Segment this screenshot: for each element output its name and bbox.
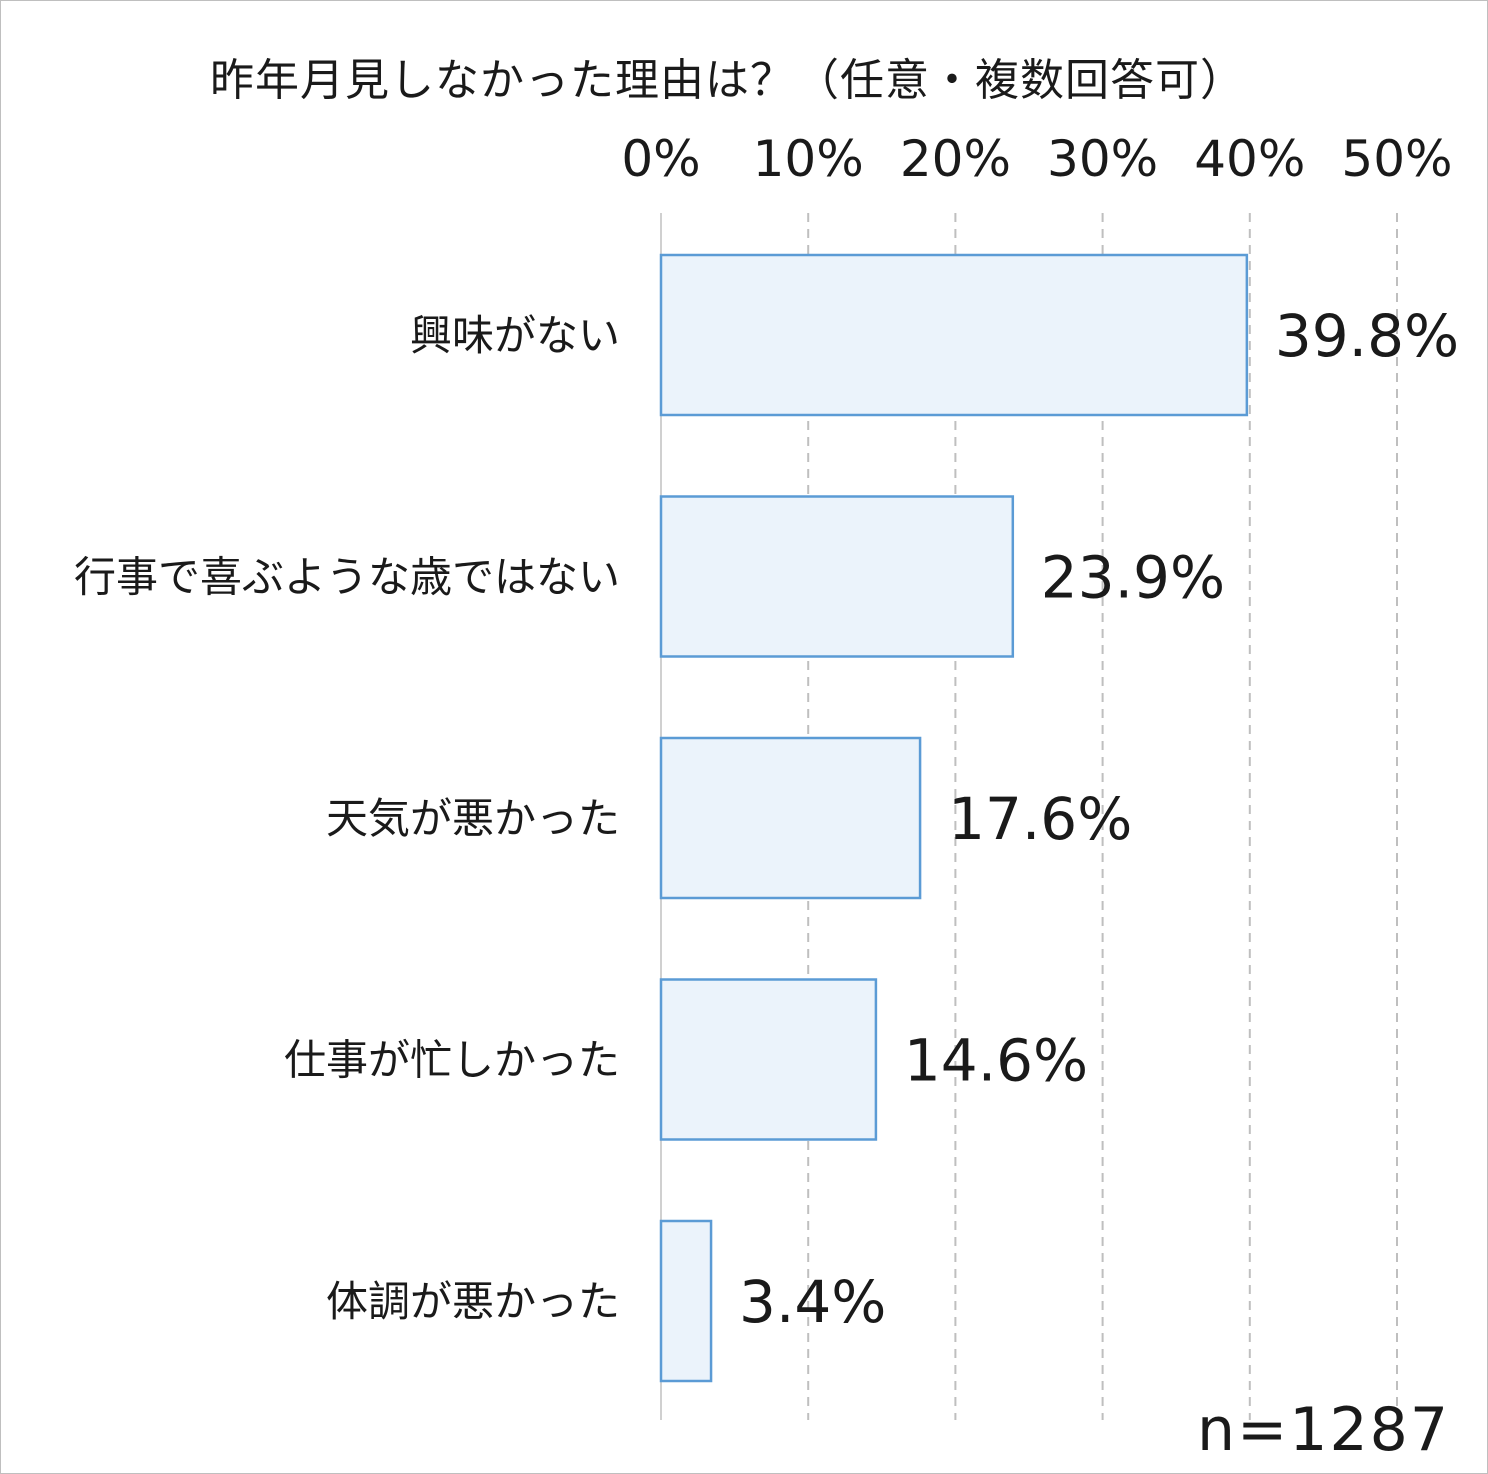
category-label: 仕事が忙しかった — [284, 1036, 620, 1085]
value-labels: 39.8% 23.9% 17.6% 14.6% 3.4% — [739, 302, 1459, 1336]
category-label: 興味がない — [410, 311, 620, 360]
data-label: 39.8% — [1275, 302, 1459, 370]
bars — [659, 253, 1249, 1383]
x-tick-label: 0% — [621, 130, 700, 188]
bar — [659, 253, 1249, 417]
data-label: 17.6% — [948, 785, 1132, 853]
data-label: 23.9% — [1041, 544, 1225, 612]
x-tick-label: 30% — [1047, 130, 1158, 188]
x-tick-label: 40% — [1194, 130, 1305, 188]
x-axis-ticks: 0% 10% 20% 30% 40% 50% — [621, 130, 1452, 188]
sample-size-note: n=1287 — [1197, 1395, 1450, 1465]
data-label: 14.6% — [904, 1027, 1088, 1095]
x-tick-label: 20% — [900, 130, 1011, 188]
category-label: 行事で喜ぶような歳ではない — [74, 553, 620, 602]
bar — [659, 1219, 713, 1383]
category-label: 天気が悪かった — [326, 794, 620, 843]
category-label: 体調が悪かった — [326, 1277, 620, 1326]
chart-title: 昨年月見しなかった理由は？（任意・複数回答可） — [210, 55, 1245, 106]
x-tick-label: 10% — [753, 130, 864, 188]
data-label: 3.4% — [739, 1268, 886, 1336]
bar — [659, 495, 1015, 658]
bar — [659, 736, 922, 900]
x-tick-label: 50% — [1341, 130, 1452, 188]
bar — [659, 978, 878, 1141]
